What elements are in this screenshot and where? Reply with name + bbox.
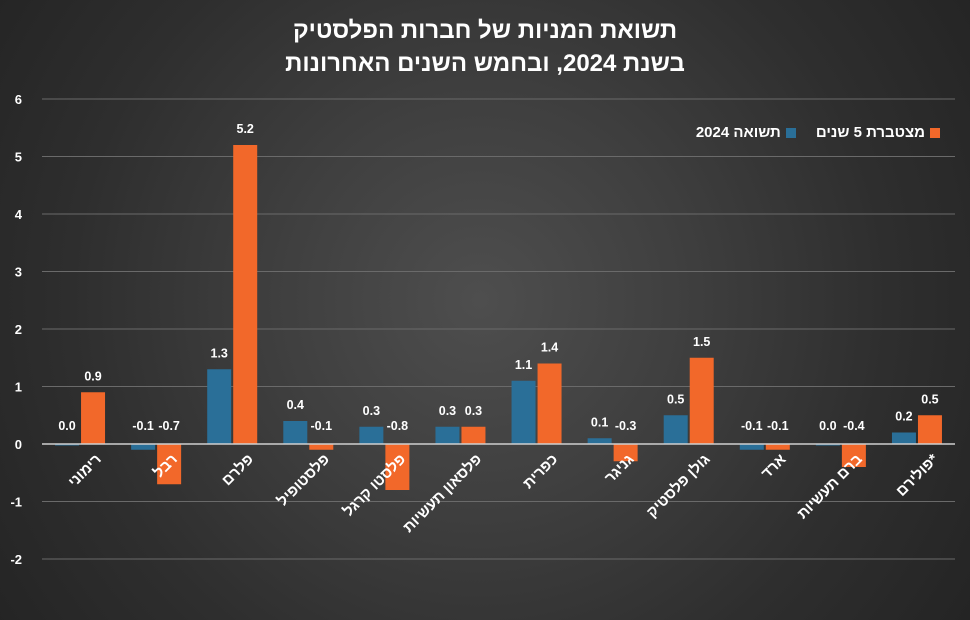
data-label: 0.2 xyxy=(895,410,912,424)
data-label: 1.4 xyxy=(541,341,558,355)
category-label: גולן פלסטיק xyxy=(643,451,713,521)
y-tick-label: -1 xyxy=(10,495,22,510)
data-label: 0.0 xyxy=(58,419,75,433)
y-tick-label: -2 xyxy=(10,552,22,567)
y-tick-label: 4 xyxy=(15,207,23,222)
bar-5y-11 xyxy=(917,415,942,444)
data-label: -0.1 xyxy=(741,419,763,433)
bar-5y-1 xyxy=(157,444,182,485)
bar-2024-2 xyxy=(207,369,232,444)
y-axis-ticks: 6 5 4 3 2 1 0 -1 -2 xyxy=(10,92,22,567)
data-label: 0.9 xyxy=(84,369,101,383)
bar-2024-6 xyxy=(511,380,536,444)
data-label: 5.2 xyxy=(237,122,254,136)
legend-item-2024: תשואה 2024 xyxy=(696,124,796,141)
legend: מצטברת 5 שנים תשואה 2024 xyxy=(696,124,940,141)
data-label: 0.1 xyxy=(591,415,608,429)
gridlines xyxy=(42,98,955,560)
data-labels: 0.0 -0.1 1.3 0.4 0.3 0.3 1.1 0.1 0.5 -0.1 0.0 0.2 0.… xyxy=(58,122,938,433)
category-label: רימוני xyxy=(65,451,105,491)
bar-5y-9 xyxy=(765,444,790,450)
data-label: 1.1 xyxy=(515,358,532,372)
bars xyxy=(55,145,942,490)
bar-2024-8 xyxy=(663,415,688,444)
data-label: 1.5 xyxy=(693,335,710,349)
bar-5y-3 xyxy=(309,444,334,450)
bar-5y-5 xyxy=(461,426,486,444)
bar-5y-8 xyxy=(689,357,714,444)
category-label: פלרם xyxy=(219,451,257,489)
bar-2024-3 xyxy=(283,421,308,444)
category-label: פולירם* xyxy=(893,451,942,500)
category-label: פלסאון תעשיות xyxy=(400,451,485,536)
data-label: -0.8 xyxy=(387,419,409,433)
data-label: 0.5 xyxy=(921,392,938,406)
legend-swatch-2024 xyxy=(785,127,796,138)
y-tick-label: 3 xyxy=(15,265,22,280)
y-tick-label: 1 xyxy=(15,380,22,395)
category-label: פלסטופיל xyxy=(274,451,333,510)
data-label: -0.7 xyxy=(158,419,180,433)
legend-swatch-cumulative xyxy=(930,127,940,138)
bar-2024-1 xyxy=(131,444,156,450)
bar-2024-11 xyxy=(891,432,916,444)
data-label: -0.1 xyxy=(311,419,333,433)
bar-5y-7 xyxy=(613,444,638,462)
data-label: -0.3 xyxy=(615,419,637,433)
data-label: 1.3 xyxy=(211,346,228,360)
bar-2024-4 xyxy=(359,426,384,444)
category-label: ארד xyxy=(758,451,790,483)
bar-5y-4 xyxy=(385,444,410,490)
chart-title-line-2: בשנת 2024, ובחמש השנים האחרונות xyxy=(285,50,685,77)
y-tick-label: 5 xyxy=(15,150,22,165)
legend-item-cumulative: מצטברת 5 שנים xyxy=(816,124,940,141)
data-label: 0.4 xyxy=(287,398,304,412)
data-label: 0.3 xyxy=(439,404,456,418)
data-label: -0.1 xyxy=(767,419,789,433)
legend-label-2024: תשואה 2024 xyxy=(695,124,781,141)
y-tick-label: 6 xyxy=(15,92,22,107)
bar-2024-5 xyxy=(435,426,460,444)
bar-2024-7 xyxy=(587,438,612,444)
bar-5y-10 xyxy=(841,444,866,467)
category-label: כפרית xyxy=(520,451,562,493)
bar-5y-6 xyxy=(537,363,562,444)
data-label: 0.3 xyxy=(465,404,482,418)
chart-title-line-1: תשואת המניות של חברות הפלסטיק xyxy=(292,17,678,44)
data-label: 0.3 xyxy=(363,404,380,418)
bar-2024-9 xyxy=(739,444,764,450)
data-label: -0.4 xyxy=(843,419,865,433)
y-tick-label: 2 xyxy=(15,322,22,337)
bar-5y-0 xyxy=(81,392,106,444)
data-label: 0.0 xyxy=(819,419,836,433)
y-tick-label: 0 xyxy=(15,437,22,452)
data-label: -0.1 xyxy=(132,419,154,433)
chart-title: תשואת המניות של חברות הפלסטיק בשנת 2024,… xyxy=(0,14,970,80)
category-label: ברם תעשיות xyxy=(794,451,866,523)
bar-5y-2 xyxy=(233,145,258,444)
data-label: 0.5 xyxy=(667,392,684,406)
legend-label-cumulative: מצטברת 5 שנים xyxy=(815,124,925,141)
